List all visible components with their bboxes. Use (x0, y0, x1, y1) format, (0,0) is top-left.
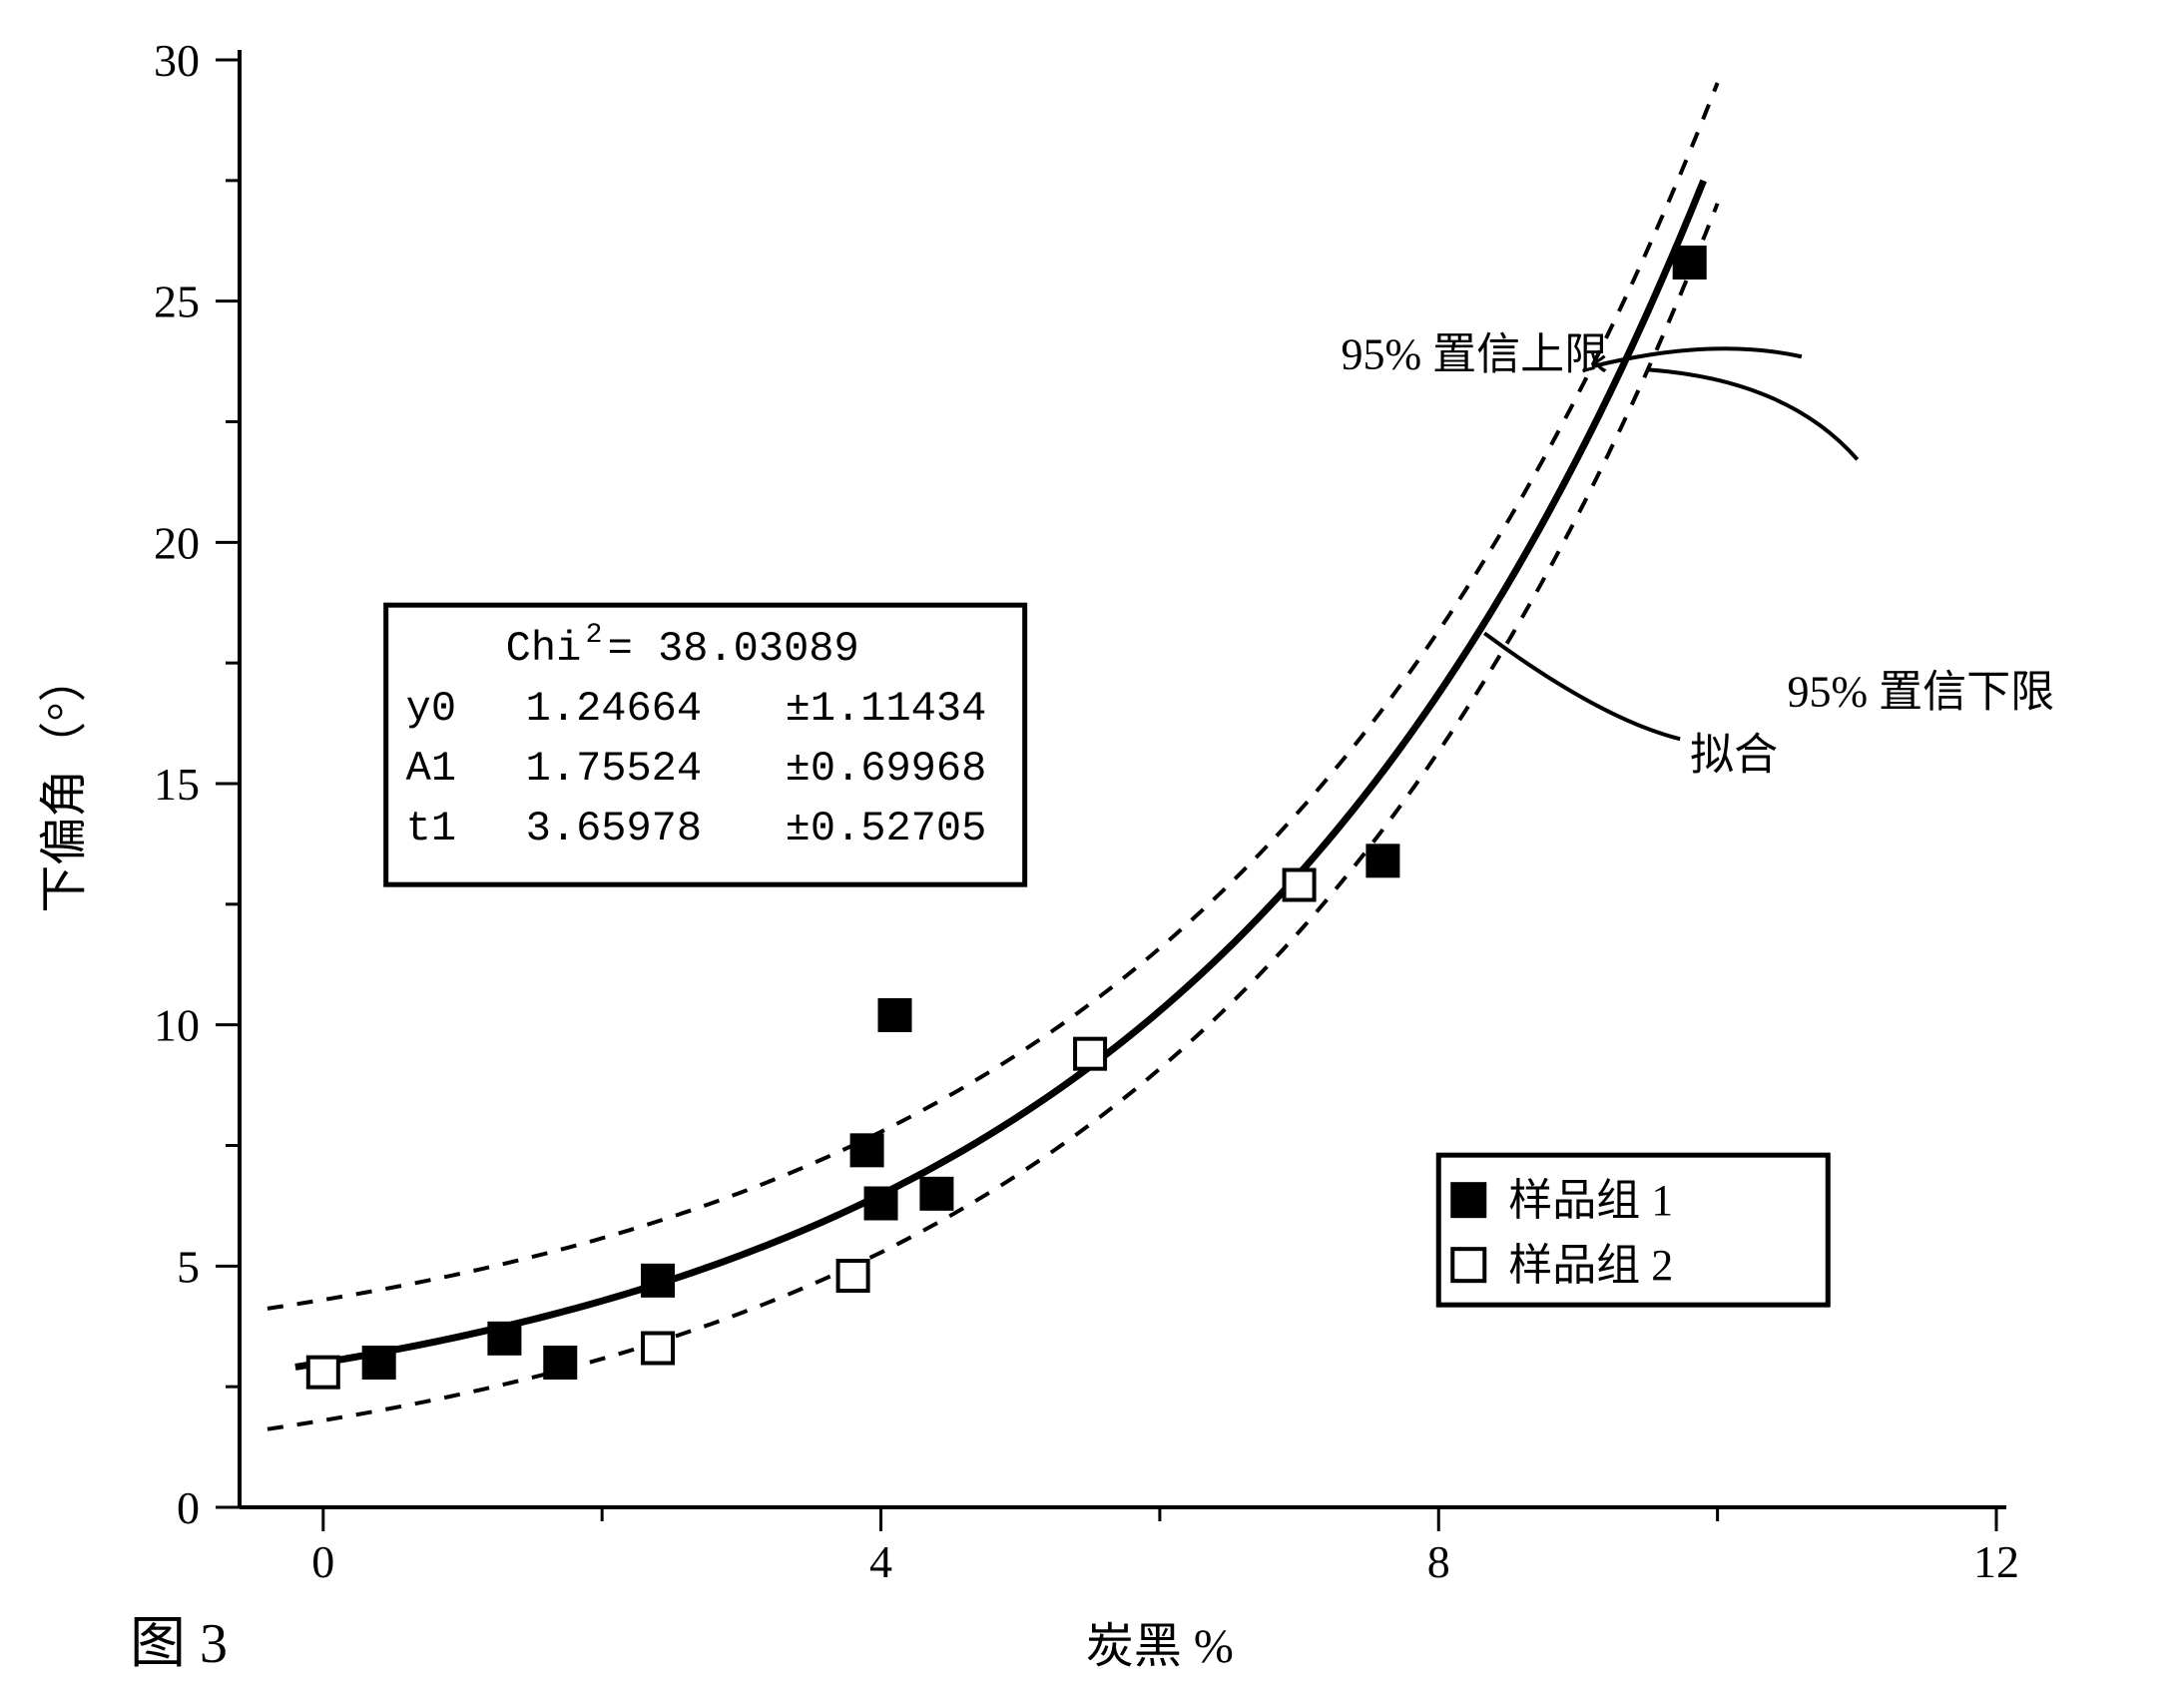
marker-filled-square (852, 1135, 882, 1165)
label-fit: 拟合 (1690, 730, 1778, 779)
stats-chi-eq: = 38.03089 (608, 625, 859, 673)
y-tick-label: 30 (154, 35, 200, 86)
stats-chi-sup: 2 (586, 620, 603, 651)
legend-label: 样品组 2 (1508, 1241, 1673, 1290)
marker-filled-square (880, 1000, 910, 1030)
x-tick-label: 8 (1427, 1536, 1450, 1587)
y-tick-label: 10 (154, 1000, 200, 1051)
leader-fit (1484, 633, 1680, 739)
annotations-group: 95% 置信上限 95% 置信下限拟合 (1341, 329, 2054, 779)
stats-param: A1 (406, 745, 456, 793)
marker-filled-square (1367, 845, 1397, 875)
figure-label: 图 3 (130, 1613, 228, 1675)
chart-svg: 0 5 10 15 20 25 30 0 4 8 12 95% 置信上限 95% 置信下限拟合 Chi… (0, 0, 2184, 1690)
marker-open-square (643, 1334, 673, 1364)
y-tick-label: 5 (177, 1241, 200, 1292)
stats-error: ±0.69968 (786, 745, 987, 793)
label-lower-ci: 95% 置信下限 (1787, 668, 2054, 717)
x-axis-label: 炭黑 % (1086, 1620, 1234, 1673)
leader-lower-ci (1648, 369, 1858, 459)
stats-value: 1.75524 (526, 745, 702, 793)
marker-open-square (1075, 1039, 1105, 1069)
x-tick-label: 4 (869, 1536, 892, 1587)
marker-filled-square (1675, 248, 1705, 278)
marker-filled-square (866, 1189, 896, 1219)
marker-open-square (308, 1358, 338, 1388)
marker-filled-square (545, 1348, 575, 1378)
y-tick-label: 20 (154, 517, 200, 568)
y-tick-label: 15 (154, 759, 200, 810)
marker-open-square (838, 1261, 868, 1291)
legend-marker-open (1452, 1249, 1484, 1281)
marker-filled-square (489, 1324, 519, 1354)
marker-open-square (1285, 870, 1315, 900)
stats-param: y0 (406, 685, 456, 733)
x-tick-label: 0 (311, 1536, 334, 1587)
legend-label: 样品组 1 (1508, 1176, 1673, 1225)
y-tick-label: 0 (177, 1482, 200, 1533)
stats-param: t1 (406, 805, 456, 852)
marker-filled-square (921, 1179, 951, 1209)
marker-filled-square (364, 1348, 394, 1378)
stats-error: ±1.11434 (786, 685, 987, 733)
x-tick-label: 12 (1973, 1536, 2019, 1587)
stats-box: Chi2= 38.03089 y0 1.24664 ±1.11434 A1 1.75524… (386, 605, 1025, 884)
stats-value: 3.65978 (526, 805, 702, 852)
stats-value: 1.24664 (526, 685, 702, 733)
legend-marker-filled (1452, 1184, 1484, 1216)
legend-box: 样品组 1 样品组 2 (1438, 1155, 1828, 1305)
stats-error: ±0.52705 (786, 805, 987, 852)
stats-chi-label: Chi (506, 625, 582, 673)
marker-filled-square (643, 1266, 673, 1296)
chart-container: 0 5 10 15 20 25 30 0 4 8 12 95% 置信上限 95% 置信下限拟合 Chi… (0, 0, 2184, 1690)
y-tick-label: 25 (154, 277, 200, 327)
y-axis-label: 下偏角（°） (38, 654, 91, 912)
label-upper-ci: 95% 置信上限 (1341, 329, 1608, 378)
